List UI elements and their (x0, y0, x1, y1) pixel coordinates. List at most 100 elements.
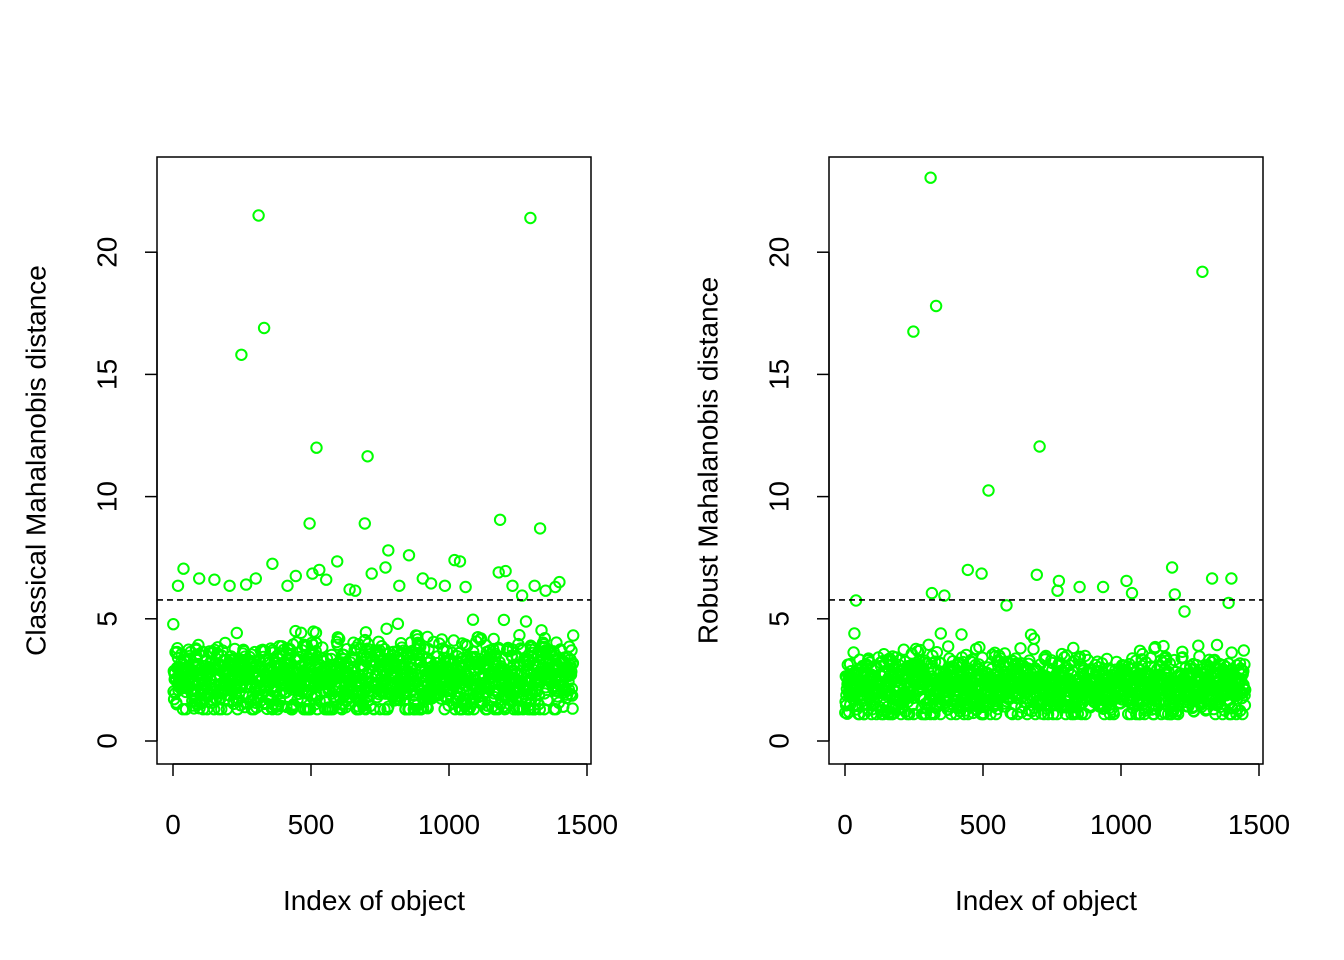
robust-outlier-point (1225, 572, 1238, 585)
classical-point (382, 700, 395, 713)
classical-point (282, 654, 296, 667)
classical-point (374, 703, 387, 716)
classical-outlier-point (499, 564, 512, 578)
robust-point (1225, 646, 1238, 659)
classical-point (564, 687, 577, 701)
robust-outlier-point (1051, 584, 1064, 597)
classical-outlier-point (310, 441, 323, 454)
classical-point (273, 687, 286, 700)
robust-point (1176, 651, 1189, 664)
classical-outlier-point (281, 579, 294, 592)
robust-x-axis-label: Index of object (955, 885, 1137, 916)
classical-point (391, 617, 405, 630)
robust-outlier-point (1096, 580, 1110, 594)
robust-outlier-point (924, 171, 937, 184)
classical-points-layer (167, 209, 580, 716)
classical-outlier-point (533, 522, 547, 535)
robust-point (1192, 639, 1205, 652)
classical-outlier-point (252, 209, 265, 222)
classical-outlier-point (539, 584, 552, 597)
robust-point (1027, 632, 1041, 645)
classical-y-tick-label: 10 (91, 481, 122, 512)
classical-point (448, 703, 462, 716)
classical-point (549, 703, 562, 716)
robust-outlier-point (1052, 574, 1066, 588)
robust-point (1238, 658, 1251, 671)
classical-outlier-point (382, 544, 395, 557)
robust-point (1041, 707, 1055, 721)
classical-x-tick-label: 0 (165, 809, 181, 840)
classical-outlier-point (361, 450, 374, 463)
classical-y-tick-label: 0 (91, 733, 122, 749)
robust-point (1027, 643, 1040, 656)
robust-points-layer (839, 171, 1252, 721)
robust-point (1023, 654, 1036, 667)
classical-outlier-point (235, 348, 248, 361)
classical-x-tick-label: 500 (288, 809, 335, 840)
classical-point (567, 629, 580, 642)
classical-outlier-point (528, 579, 541, 592)
classical-outlier-point (448, 553, 461, 567)
robust-point (848, 627, 861, 640)
classical-point (565, 682, 578, 695)
robust-x-tick-label: 500 (960, 809, 1007, 840)
classical-point (497, 613, 511, 627)
classical-x-axis: 0 500 1000 1500 (165, 763, 618, 840)
robust-point (934, 627, 947, 640)
classical-point (313, 694, 326, 708)
robust-y-tick-label: 5 (763, 611, 794, 627)
classical-outlier-point (365, 567, 378, 580)
classical-point (466, 613, 480, 626)
classical-outlier-point (239, 578, 253, 591)
classical-point (340, 643, 354, 656)
classical-outlier-point (358, 517, 371, 530)
robust-outlier-point (1178, 605, 1191, 618)
classical-outlier-point (313, 563, 326, 577)
robust-outlier-point (1120, 574, 1133, 588)
classical-outlier-point (453, 555, 467, 568)
robust-outlier-point (1000, 599, 1013, 612)
robust-y-tick-label: 0 (763, 733, 794, 749)
robust-distance-panel: 0 500 1000 1500 0 5 10 15 20 Index of object Ro… (692, 156, 1290, 916)
robust-point (1045, 656, 1059, 670)
classical-outlier-point (459, 580, 472, 594)
classical-outlier-point (177, 562, 190, 575)
robust-y-axis-label: Robust Mahalanobis distance (692, 277, 723, 644)
robust-outlier-point (1222, 596, 1235, 610)
classical-outlier-point (266, 557, 279, 570)
classical-point (219, 636, 232, 650)
robust-outlier-point (961, 563, 974, 577)
classical-x-tick-label: 1000 (418, 809, 480, 840)
classical-y-tick-label: 5 (91, 611, 122, 627)
classical-x-tick-label: 1500 (556, 809, 618, 840)
robust-point (1238, 699, 1252, 712)
classical-outlier-point (193, 572, 206, 585)
classical-point (566, 702, 579, 715)
classical-outlier-point (379, 561, 392, 574)
robust-point (1149, 640, 1162, 654)
robust-x-tick-label: 1000 (1090, 809, 1152, 840)
robust-outlier-point (982, 484, 995, 497)
classical-outlier-point (320, 573, 333, 586)
classical-point (333, 632, 346, 645)
classical-y-axis-label: Classical Mahalanobis distance (20, 265, 51, 656)
robust-point (1144, 660, 1158, 673)
classical-outlier-point (553, 575, 566, 589)
classical-point (565, 665, 578, 678)
classical-outlier-point (208, 573, 221, 586)
classical-point (513, 629, 526, 642)
robust-outlier-point (1030, 568, 1044, 581)
robust-point (1067, 641, 1080, 655)
classical-point (375, 640, 388, 653)
robust-point (1237, 644, 1251, 657)
robust-point (922, 638, 935, 651)
classical-outlier-point (493, 513, 507, 526)
robust-outlier-point (1205, 572, 1219, 585)
classical-outlier-point (349, 584, 362, 597)
robust-point (1230, 707, 1243, 721)
robust-x-tick-label: 0 (837, 809, 853, 840)
robust-outlier-point (1125, 586, 1139, 600)
robust-point (973, 641, 986, 654)
classical-outlier-point (257, 321, 271, 335)
